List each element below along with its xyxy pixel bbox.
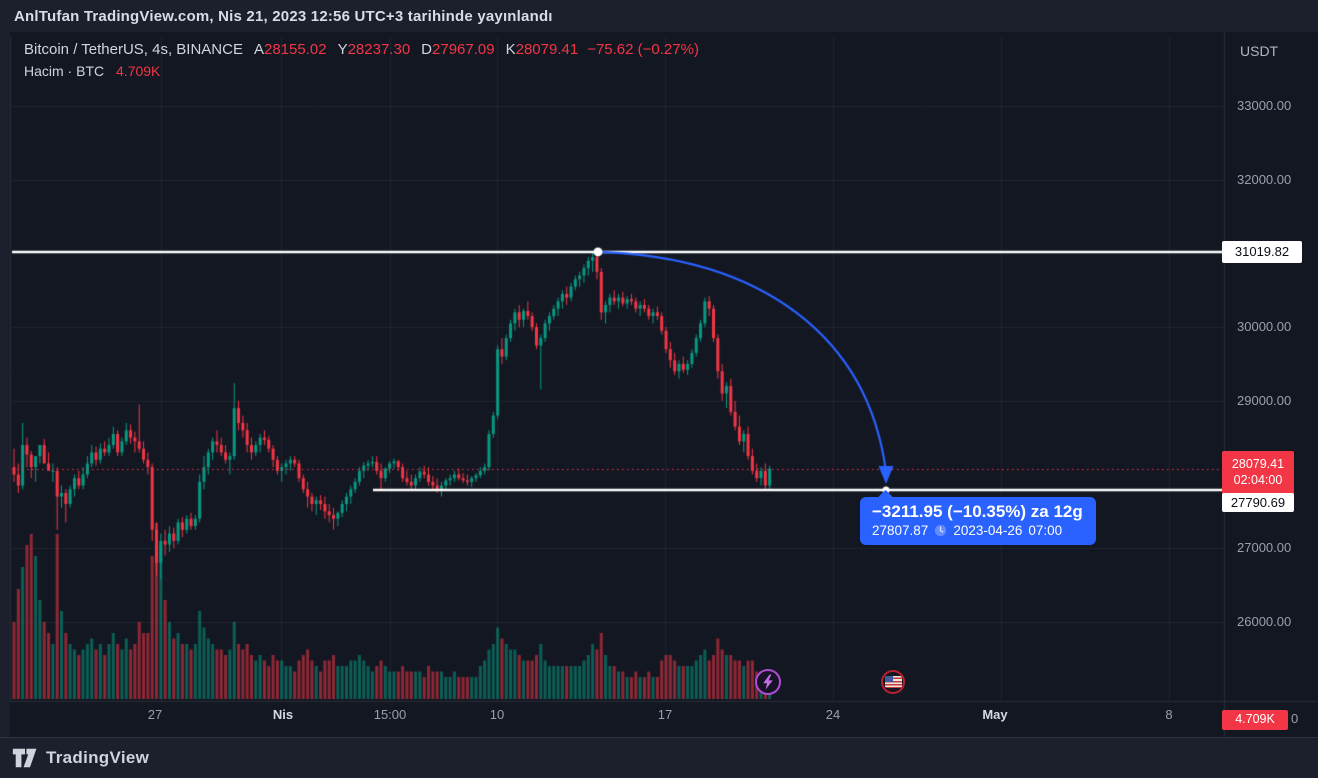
price-scale[interactable]: USDT 31019.82 28079.41 02:04:00 27790.69… bbox=[1222, 32, 1318, 737]
price-tick-label: 29000.00 bbox=[1237, 392, 1292, 408]
last-price-label: 28079.41 02:04:00 bbox=[1222, 450, 1294, 495]
ohlc-high: Y28237.30 bbox=[337, 41, 411, 58]
price-tick-label: 27000.00 bbox=[1237, 540, 1292, 556]
price-tick-label: 30000.00 bbox=[1237, 319, 1292, 335]
time-axis-label: 8 bbox=[1165, 707, 1173, 722]
tooltip-price: 27807.87 bbox=[872, 523, 929, 538]
time-axis-label: 24 bbox=[825, 707, 841, 722]
event-marker-lightning-icon[interactable] bbox=[755, 669, 781, 695]
event-marker-us-flag-icon[interactable] bbox=[881, 670, 905, 694]
time-axis-label: May bbox=[982, 707, 1008, 722]
lightning-bolt-icon bbox=[763, 674, 773, 690]
time-axis-label: 17 bbox=[657, 707, 673, 722]
symbol-title[interactable]: Bitcoin / TetherUS, 4s, BINANCE bbox=[24, 41, 243, 58]
price-change: −75.62 (−0.27%) bbox=[587, 41, 699, 58]
price-tick-label: 32000.00 bbox=[1237, 171, 1292, 187]
time-axis-label: 27 bbox=[147, 707, 163, 722]
publication-header: AnlTufan TradingView.com, Nis 21, 2023 1… bbox=[0, 0, 1318, 32]
ohlc-open: A28155.02 bbox=[253, 41, 327, 58]
quote-currency-label: USDT bbox=[1240, 43, 1279, 59]
tradingview-brand-text[interactable]: TradingView bbox=[46, 748, 150, 767]
footer: TradingView bbox=[0, 737, 1318, 778]
pane-left-gutter bbox=[0, 32, 10, 737]
volume-label[interactable]: Hacim · BTC bbox=[24, 63, 105, 79]
volume-axis-label: 4.709K bbox=[1222, 710, 1288, 730]
ohlc-low: D27967.09 bbox=[421, 41, 495, 58]
clock-icon bbox=[934, 524, 947, 537]
line-price-label-high: 31019.82 bbox=[1222, 240, 1302, 263]
legend-row-symbol: Bitcoin / TetherUS, 4s, BINANCE A28155.0… bbox=[24, 41, 699, 58]
ohlc-close: K28079.41 bbox=[505, 41, 579, 58]
legend-row-volume: Hacim · BTC 4.709K bbox=[24, 63, 699, 79]
tradingview-logo-icon[interactable] bbox=[12, 748, 38, 768]
time-axis-label: 15:00 bbox=[373, 707, 407, 722]
publication-line: AnlTufan TradingView.com, Nis 21, 2023 1… bbox=[14, 7, 553, 25]
candle-countdown: 02:04:00 bbox=[1233, 472, 1283, 487]
projection-tooltip: −3211.95 (−10.35%) za 12g 27807.87 2023-… bbox=[860, 497, 1096, 545]
volume-zero-tick: 0 bbox=[1291, 711, 1299, 726]
time-axis-label: 10 bbox=[489, 707, 505, 722]
price-tick-label: 26000.00 bbox=[1237, 613, 1292, 629]
volume-value: 4.709K bbox=[116, 63, 161, 79]
tooltip-change-text: −3211.95 (−10.35%) za 12g bbox=[872, 502, 1083, 521]
tooltip-time: 07:00 bbox=[1028, 523, 1063, 538]
tooltip-detail: 27807.87 2023-04-26 07:00 bbox=[872, 523, 1083, 538]
line-price-label-low: 27790.69 bbox=[1222, 492, 1294, 512]
us-flag-icon bbox=[884, 676, 902, 688]
symbol-legend: Bitcoin / TetherUS, 4s, BINANCE A28155.0… bbox=[24, 41, 699, 79]
tooltip-date: 2023-04-26 bbox=[953, 523, 1023, 538]
time-axis-label: Nis bbox=[272, 707, 294, 722]
price-tick-label: 33000.00 bbox=[1237, 98, 1292, 113]
